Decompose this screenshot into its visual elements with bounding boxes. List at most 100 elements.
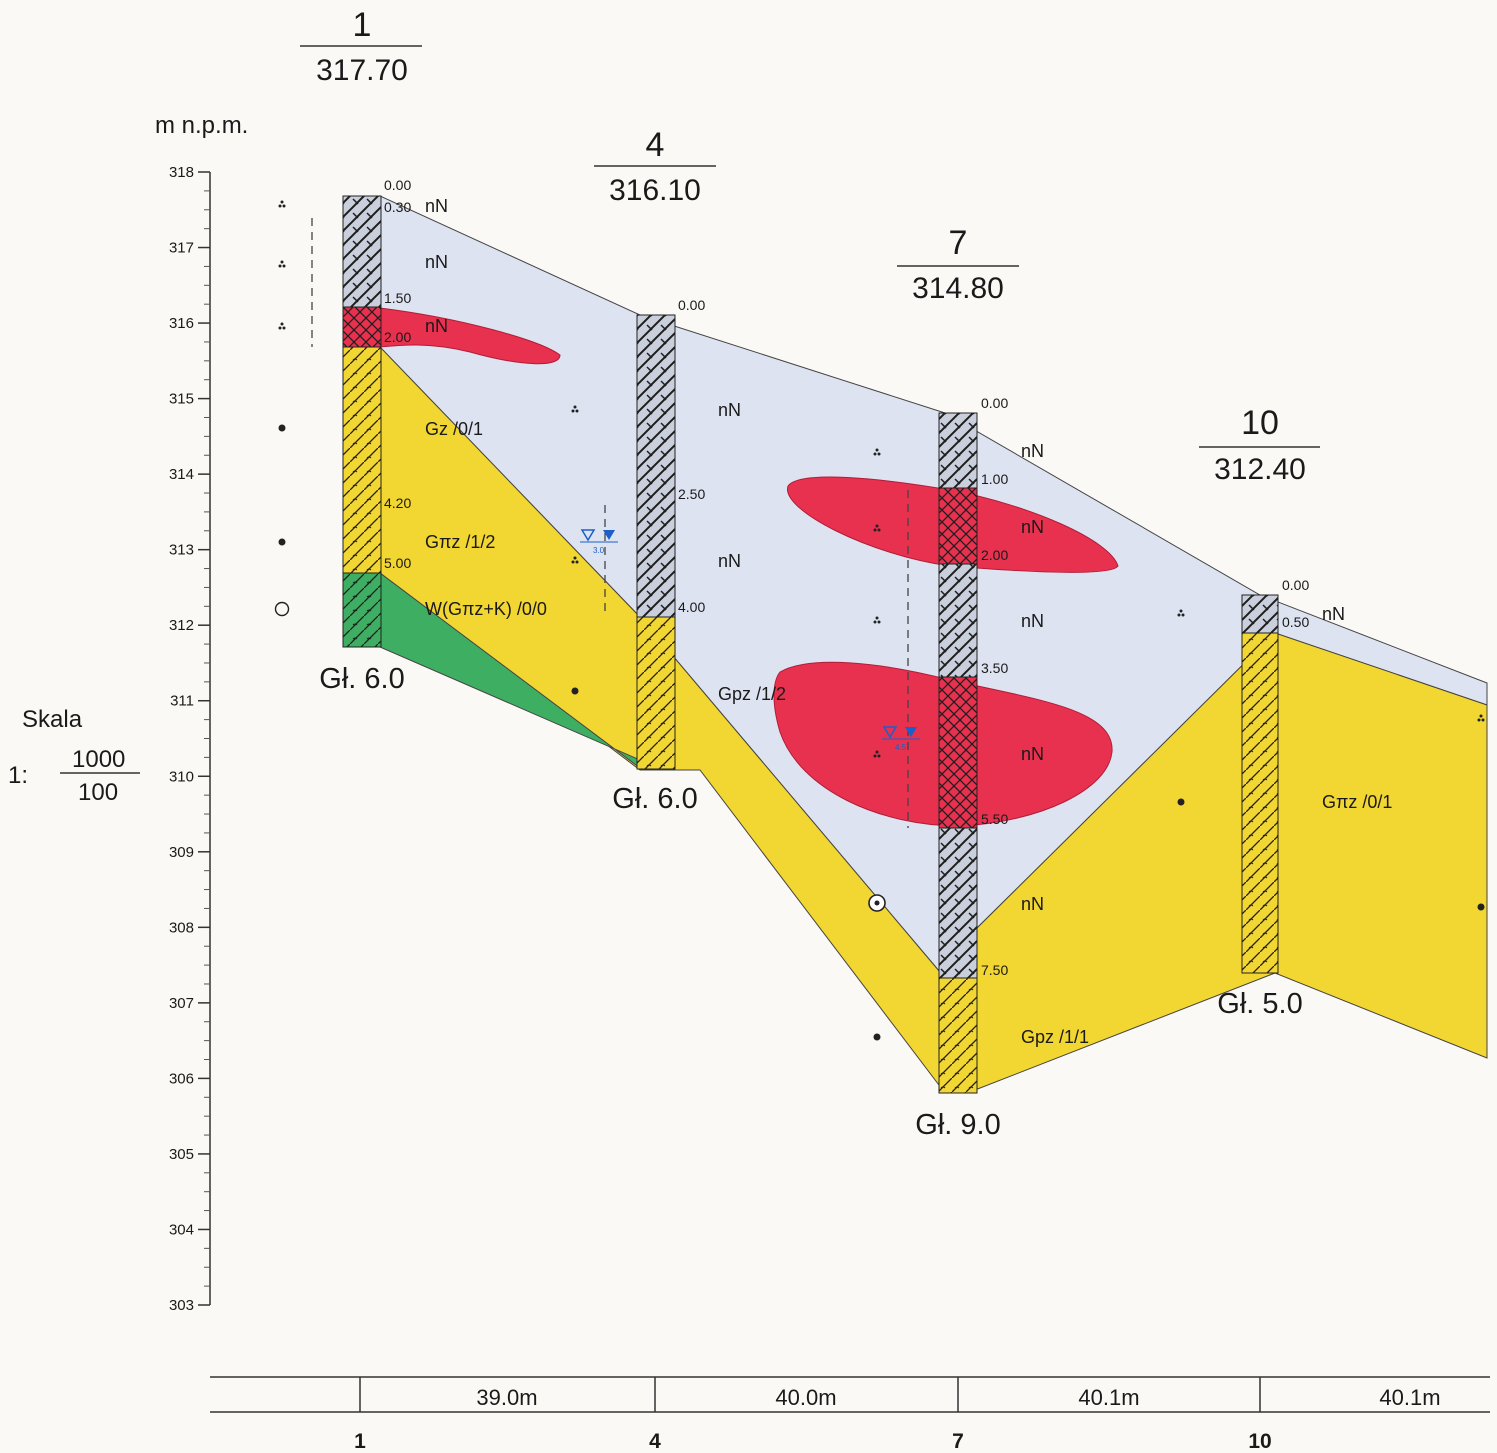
dry-dot-icon	[1477, 903, 1485, 911]
axis-tick-label: 310	[169, 768, 194, 785]
depth-label: 3.50	[981, 660, 1008, 676]
moist-symbol-icon	[1477, 714, 1485, 722]
distance-station: 1	[354, 1430, 366, 1453]
moist-symbol-icon	[278, 200, 286, 208]
soil-label: nN	[1021, 441, 1044, 461]
moist-symbol-icon	[873, 750, 881, 758]
borehole-4-total-depth: Gł. 6.0	[612, 783, 697, 815]
scale-prefix: 1:	[8, 762, 28, 789]
moisture-symbols	[274, 200, 1485, 1041]
axis-tick-label: 303	[169, 1297, 194, 1314]
distance-station: 7	[952, 1430, 964, 1453]
depth-label: 0.00	[384, 177, 411, 193]
axis-tick-label: 305	[169, 1146, 194, 1163]
soil-label: nN	[1021, 894, 1044, 914]
water-level-value: 4.5	[895, 743, 907, 752]
depth-label: 7.50	[981, 962, 1008, 978]
dry-dot-icon	[1177, 798, 1185, 806]
axis-tick-label: 312	[169, 617, 194, 634]
depth-label: 0.00	[981, 395, 1008, 411]
soil-labels: nN nN nN Gz /0/1 Gπz /1/2 W(Gπz+K) /0/0 …	[425, 196, 1392, 1047]
axis-tick-label: 317	[169, 240, 194, 257]
scale-block: Skala 1: 1000 100	[8, 706, 140, 806]
depth-label: 1.50	[384, 290, 411, 306]
soil-label: Gz /0/1	[425, 419, 483, 439]
borehole-4-number: 4	[646, 126, 665, 164]
axis-unit-label: m n.p.m.	[155, 112, 248, 139]
borehole-1-elevation: 317.70	[316, 54, 408, 87]
axis-tick-label: 307	[169, 995, 194, 1012]
depth-label: 4.00	[678, 599, 705, 615]
borehole-7-column-contam	[938, 676, 978, 829]
dry-dot-icon	[278, 538, 286, 546]
dry-dot-icon	[571, 687, 579, 695]
borehole-depth-totals: Gł. 6.0 Gł. 6.0 Gł. 9.0 Gł. 5.0	[319, 663, 1302, 1141]
soil-label: nN	[1322, 604, 1345, 624]
soil-label: nN	[425, 196, 448, 216]
borehole-7-column-fill	[938, 412, 978, 489]
borehole-headers: 1 317.70 4 316.10 7 314.80 10 312.40	[300, 6, 1320, 486]
distance-segment: 40.1m	[1078, 1385, 1139, 1410]
depth-label: 0.30	[384, 199, 411, 215]
moist-symbol-icon	[873, 448, 881, 456]
borehole-7-column-contam	[938, 487, 978, 565]
borehole-7-elevation: 314.80	[912, 272, 1004, 305]
moist-symbol-icon	[278, 322, 286, 330]
borehole-1-total-depth: Gł. 6.0	[319, 663, 404, 695]
water-level-value: 3.0	[593, 546, 605, 555]
borehole-1-column-contam	[342, 306, 382, 348]
soil-layers	[379, 195, 1488, 1094]
borehole-10-total-depth: Gł. 5.0	[1217, 988, 1302, 1020]
borehole-1-column-fill	[342, 195, 382, 308]
moist-symbol-icon	[1177, 609, 1185, 617]
borehole-4-column-fill	[636, 314, 676, 618]
moist-symbol-icon	[571, 556, 579, 564]
distance-segment: 39.0m	[476, 1385, 537, 1410]
depth-label: 5.50	[981, 811, 1008, 827]
axis-tick-label: 316	[169, 315, 194, 332]
axis-tick-label: 313	[169, 542, 194, 559]
distance-segment: 40.0m	[775, 1385, 836, 1410]
borehole-columns	[342, 195, 1279, 1094]
borehole-7-column-sand	[938, 977, 978, 1094]
moist-symbol-icon	[873, 524, 881, 532]
borehole-10-number: 10	[1241, 404, 1279, 442]
axis-tick-label: 304	[169, 1221, 194, 1238]
circle-dot-center	[874, 900, 880, 906]
depth-label: 2.00	[981, 547, 1008, 563]
soil-label: Gpz /1/2	[718, 684, 786, 704]
distance-station: 4	[649, 1430, 661, 1453]
distance-station: 10	[1248, 1430, 1271, 1453]
soil-label: nN	[1021, 744, 1044, 764]
depth-labels: 0.00 0.30 1.50 2.00 4.20 5.00 0.00 2.50 …	[384, 177, 1309, 978]
soil-label: W(Gπz+K) /0/0	[425, 599, 547, 619]
borehole-10-elevation: 312.40	[1214, 453, 1306, 486]
axis-tick-label: 306	[169, 1070, 194, 1087]
scale-denominator: 100	[78, 779, 118, 806]
water-level-icon: 3.0	[580, 529, 618, 555]
moist-symbol-icon	[571, 405, 579, 413]
soil-label: Gπz /1/2	[425, 532, 495, 552]
depth-label: 5.00	[384, 555, 411, 571]
empty-circle-icon	[274, 601, 290, 617]
axis-tick-label: 314	[169, 466, 194, 483]
depth-label: 0.50	[1282, 614, 1309, 630]
soil-label: nN	[425, 252, 448, 272]
axis-tick-label: 318	[169, 164, 194, 181]
borehole-4-elevation: 316.10	[609, 174, 701, 207]
depth-label: 0.00	[1282, 577, 1309, 593]
axis-tick-label: 311	[170, 693, 194, 710]
axis-tick-label: 309	[169, 844, 194, 861]
scale-numerator: 1000	[72, 746, 125, 773]
depth-label: 0.00	[678, 297, 705, 313]
depth-label: 2.00	[384, 329, 411, 345]
dry-dot-icon	[278, 424, 286, 432]
scale-label: Skala	[22, 706, 83, 733]
water-level-markers: 3.0 4.5	[311, 218, 920, 828]
moist-symbol-icon	[873, 616, 881, 624]
soil-label: nN	[425, 316, 448, 336]
soil-label: nN	[718, 551, 741, 571]
soil-label: Gπz /0/1	[1322, 792, 1392, 812]
depth-label: 2.50	[678, 486, 705, 502]
